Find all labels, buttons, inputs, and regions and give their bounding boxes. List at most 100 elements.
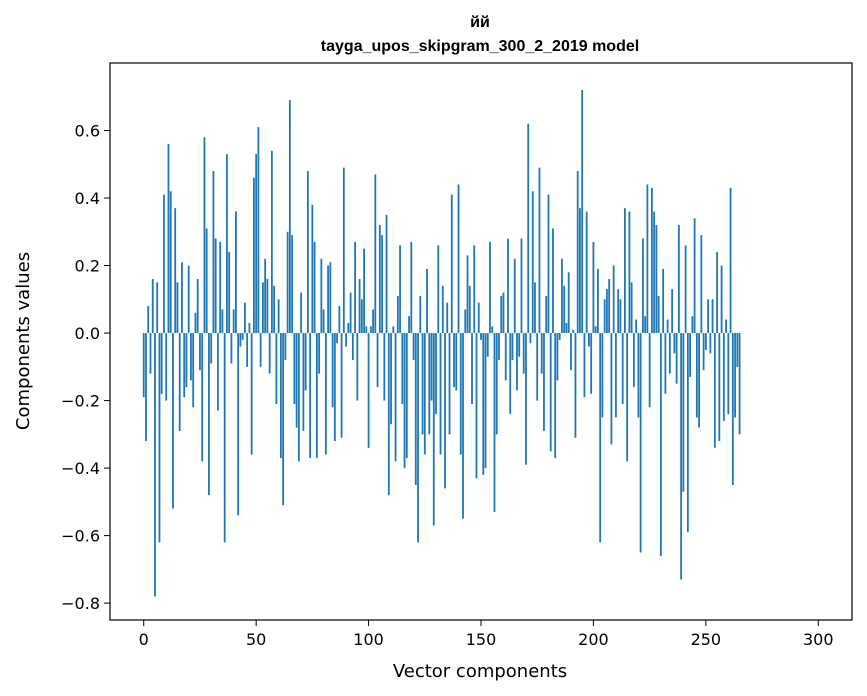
bar-190 [570,333,572,371]
bar-220 [637,333,640,418]
bar-217 [630,282,633,334]
bar-15 [176,282,179,334]
bar-21 [190,333,192,381]
bar-213 [621,333,624,404]
bar-149 [477,302,480,334]
bar-186 [561,258,563,334]
bar-168 [520,238,523,334]
bar-9 [163,194,165,334]
bar-71 [302,333,305,431]
bar-200 [592,241,595,334]
bar-97 [360,299,363,334]
bar-179 [545,295,548,334]
bar-44 [241,333,244,340]
bar-109 [387,333,390,496]
bar-1 [145,333,147,442]
bar-76 [313,241,316,334]
bar-83 [329,262,332,334]
bar-181 [549,333,552,452]
bar-132 [439,333,442,455]
bar-206 [606,289,608,334]
x-tick-label: 250 [691,630,722,649]
bar-224 [646,184,649,334]
bar-223 [644,316,647,334]
bar-8 [160,333,163,394]
bar-177 [540,333,543,374]
bar-229 [657,295,660,334]
bar-43 [239,333,242,347]
bar-40 [232,309,235,334]
bar-37 [226,154,228,334]
bar-203 [599,333,602,543]
bar-6 [156,282,159,334]
bar-93 [351,333,354,361]
bar-78 [318,333,321,374]
bar-128 [430,333,433,401]
bar-3 [149,333,152,374]
bar-183 [554,333,557,458]
bar-154 [489,241,491,334]
bar-0 [142,333,145,398]
bar-110 [390,333,392,425]
bar-28 [205,228,208,334]
bar-241 [684,245,687,334]
bar-212 [619,299,622,334]
bar-24 [196,279,199,334]
bar-38 [228,252,231,334]
bar-242 [686,333,689,533]
bar-77 [315,333,318,458]
bar-156 [493,333,496,512]
bar-144 [466,255,469,334]
bar-73 [306,171,309,334]
bar-104 [376,333,379,388]
bar-166 [516,333,518,391]
bar-106 [381,235,383,334]
bar-234 [668,333,671,374]
bar-23 [194,312,197,334]
bar-42 [237,333,240,516]
bar-151 [482,333,485,475]
chart-title-line-1: йй [470,14,490,31]
bar-235 [671,289,674,334]
bar-254 [713,333,716,448]
bar-51 [257,127,260,334]
bar-187 [563,285,566,334]
bar-201 [594,326,597,334]
bar-25 [199,333,201,371]
bar-120 [412,333,415,361]
bar-111 [392,326,395,334]
chart-title-line-2: tayga_upos_skipgram_300_2_2019 model [321,38,639,55]
bar-102 [372,309,374,334]
bar-174 [534,282,536,334]
bar-139 [455,333,458,391]
bar-250 [704,333,707,350]
y-axis-ticks: −0.8 −0.6 −0.4 −0.2 0.0 0.2 0.4 0.6 [61,122,110,613]
bar-52 [259,333,262,367]
bar-171 [527,123,530,334]
bar-256 [718,333,721,442]
x-tick-label: 0 [139,630,149,649]
bar-100 [367,333,370,448]
bar-10 [165,333,168,401]
bar-53 [262,282,264,334]
bar-249 [702,333,705,371]
bar-127 [428,333,431,435]
y-tick-label: 0.0 [75,324,100,343]
bar-148 [475,333,478,479]
bar-218 [633,333,635,388]
bar-130 [435,333,437,415]
bar-208 [610,333,613,445]
bar-79 [320,258,323,334]
bar-161 [504,333,507,381]
bar-165 [513,258,516,334]
bar-119 [410,241,413,334]
x-tick-label: 300 [803,630,834,649]
bar-141 [459,333,462,455]
bar-152 [484,333,487,469]
bar-82 [327,265,329,334]
bar-134 [444,333,446,489]
bar-195 [581,90,584,334]
bar-22 [192,333,195,408]
plot-area-frame [109,62,853,621]
bar-94 [354,241,356,334]
